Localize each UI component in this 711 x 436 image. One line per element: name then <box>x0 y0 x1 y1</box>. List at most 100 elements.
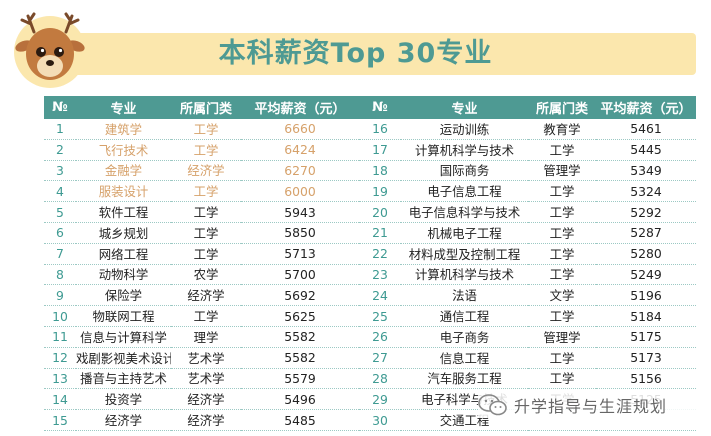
table-row: 6 城乡规划 工学 5850 21 机械电子工程 工学 5287 <box>44 222 696 244</box>
major-cell: 机械电子工程 <box>401 222 528 244</box>
category-cell: 艺术学 <box>171 368 241 390</box>
rank-cell: 12 <box>44 347 76 369</box>
rank-cell: 23 <box>359 264 401 286</box>
deer-logo-icon <box>14 12 86 88</box>
major-cell: 投资学 <box>76 388 171 411</box>
category-cell: 工学 <box>171 222 241 244</box>
major-cell: 播音与主持艺术 <box>76 368 171 390</box>
major-cell: 金融学 <box>76 160 171 182</box>
major-cell: 服装设计 <box>76 180 171 203</box>
rank-cell: 17 <box>359 139 401 161</box>
salary-cell: 5349 <box>596 160 696 182</box>
category-cell: 艺术学 <box>171 347 241 369</box>
salary-cell: 5700 <box>241 264 359 286</box>
rank-cell: 27 <box>359 347 401 369</box>
header-major: 专业 <box>76 96 171 119</box>
rank-cell: 8 <box>44 264 76 286</box>
major-cell: 计算机科学与技术 <box>401 264 528 286</box>
salary-cell: 5445 <box>596 139 696 161</box>
salary-cell: 6660 <box>241 119 359 140</box>
header-major: 专业 <box>401 96 528 119</box>
footer-text: 升学指导与生涯规划 <box>514 397 668 416</box>
salary-cell: 5579 <box>241 368 359 390</box>
major-cell: 保险学 <box>76 284 171 307</box>
rank-cell: 7 <box>44 243 76 265</box>
category-cell: 工学 <box>528 305 596 327</box>
major-cell: 国际商务 <box>401 160 528 182</box>
rank-cell: 14 <box>44 388 76 411</box>
major-cell: 软件工程 <box>76 201 171 223</box>
salary-cell: 5173 <box>596 347 696 369</box>
category-cell: 农学 <box>171 264 241 286</box>
table-row: 8 动物科学 农学 5700 23 计算机科学与技术 工学 5249 <box>44 264 696 286</box>
rank-cell: 21 <box>359 222 401 244</box>
page-title: 本科薪资Top 30专业 <box>218 38 493 69</box>
rank-cell: 4 <box>44 180 76 203</box>
rank-cell: 2 <box>44 139 76 161</box>
rank-cell: 19 <box>359 180 401 203</box>
salary-table: № 专业 所属门类 平均薪资（元） № 专业 所属门类 平均薪资（元） 1 建筑学… <box>44 96 696 431</box>
category-cell: 经济学 <box>171 388 241 411</box>
salary-cell: 5175 <box>596 326 696 348</box>
category-cell: 工学 <box>528 368 596 390</box>
category-cell: 工学 <box>171 201 241 223</box>
category-cell: 理学 <box>171 326 241 348</box>
salary-cell: 5324 <box>596 180 696 203</box>
major-cell: 法语 <box>401 284 528 307</box>
rank-cell: 5 <box>44 201 76 223</box>
major-cell: 电子商务 <box>401 326 528 348</box>
table-row: 2 飞行技术 工学 6424 17 计算机科学与技术 工学 5445 <box>44 139 696 161</box>
category-cell: 工学 <box>171 243 241 265</box>
header-salary: 平均薪资（元） <box>241 96 359 119</box>
major-cell: 通信工程 <box>401 305 528 327</box>
rank-cell: 3 <box>44 160 76 182</box>
rank-cell: 30 <box>359 409 401 431</box>
category-cell: 教育学 <box>528 119 596 140</box>
header-category: 所属门类 <box>528 96 596 119</box>
major-cell: 网络工程 <box>76 243 171 265</box>
category-cell: 经济学 <box>171 284 241 307</box>
category-cell: 工学 <box>528 222 596 244</box>
salary-cell: 5249 <box>596 264 696 286</box>
salary-cell: 5184 <box>596 305 696 327</box>
table-row: 1 建筑学 工学 6660 16 运动训练 教育学 5461 <box>44 119 696 140</box>
rank-cell: 24 <box>359 284 401 307</box>
rank-cell: 22 <box>359 243 401 265</box>
salary-cell: 6270 <box>241 160 359 182</box>
salary-cell: 5156 <box>596 368 696 390</box>
salary-cell: 5625 <box>241 305 359 327</box>
category-cell: 文学 <box>528 284 596 307</box>
table-row: 11 信息与计算科学 理学 5582 26 电子商务 管理学 5175 <box>44 326 696 348</box>
major-cell: 信息与计算科学 <box>76 326 171 348</box>
salary-cell: 5582 <box>241 347 359 369</box>
table-row: 7 网络工程 工学 5713 22 材料成型及控制工程 工学 5280 <box>44 243 696 265</box>
major-cell: 信息工程 <box>401 347 528 369</box>
category-cell: 工学 <box>171 139 241 161</box>
title-banner <box>28 33 696 75</box>
rank-cell: 29 <box>359 388 401 411</box>
table-header-row: № 专业 所属门类 平均薪资（元） № 专业 所属门类 平均薪资（元） <box>44 96 696 119</box>
major-cell: 物联网工程 <box>76 305 171 327</box>
salary-cell: 5850 <box>241 222 359 244</box>
table-row: 12 戏剧影视美术设计 艺术学 5582 27 信息工程 工学 5173 <box>44 347 696 369</box>
rank-cell: 18 <box>359 160 401 182</box>
rank-cell: 13 <box>44 368 76 390</box>
table-row: 9 保险学 经济学 5692 24 法语 文学 5196 <box>44 284 696 307</box>
rank-cell: 6 <box>44 222 76 244</box>
major-cell: 电子信息工程 <box>401 180 528 203</box>
major-cell: 动物科学 <box>76 264 171 286</box>
rank-cell: 26 <box>359 326 401 348</box>
header-rank: № <box>44 96 76 119</box>
rank-cell: 9 <box>44 284 76 307</box>
salary-cell: 6424 <box>241 139 359 161</box>
category-cell: 工学 <box>171 180 241 203</box>
major-cell: 运动训练 <box>401 119 528 140</box>
category-cell: 工学 <box>528 347 596 369</box>
category-cell: 工学 <box>528 180 596 203</box>
category-cell: 管理学 <box>528 326 596 348</box>
salary-cell: 5461 <box>596 119 696 140</box>
category-cell: 经济学 <box>171 409 241 431</box>
rank-cell: 28 <box>359 368 401 390</box>
rank-cell: 11 <box>44 326 76 348</box>
salary-cell: 5292 <box>596 201 696 223</box>
